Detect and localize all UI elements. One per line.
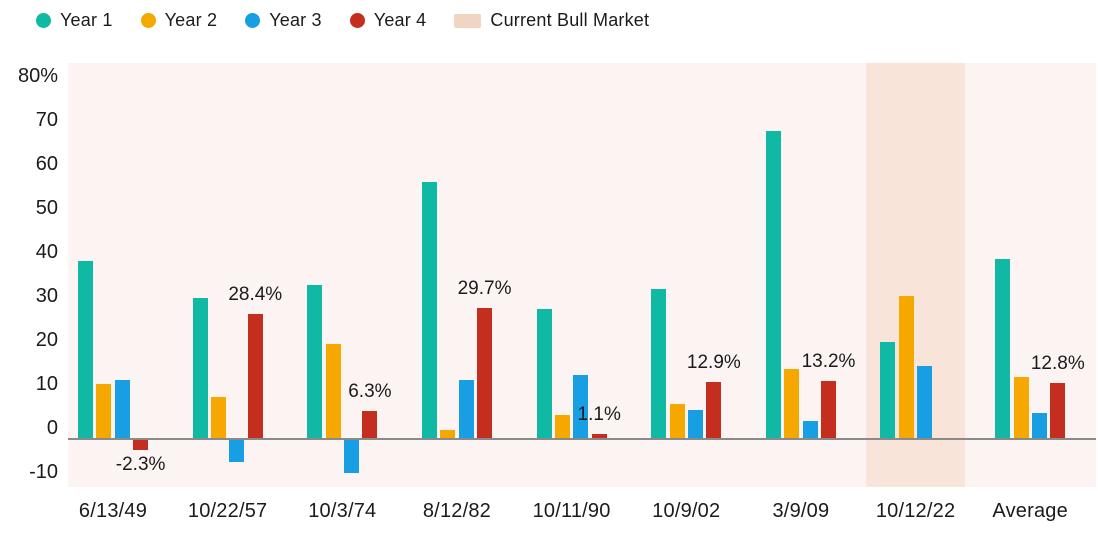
bar-year1-0 [77, 260, 93, 439]
x-tick-6-13-49: 6/13/49 [78, 500, 148, 522]
legend-label: Year 2 [164, 10, 218, 30]
value-label-3: 29.7% [457, 278, 512, 300]
bar-year4-1 [247, 314, 263, 439]
legend-label: Current Bull Market [490, 10, 650, 30]
value-label-0: -2.3% [115, 454, 166, 476]
legend-item-year-1: Year 1 [36, 10, 113, 31]
legend-label: Year 1 [60, 10, 113, 30]
bar-year3-1 [229, 440, 245, 462]
y-tick-40: 40 [35, 241, 58, 263]
bar-year2-4 [554, 414, 570, 439]
x-tick-10-22-57: 10/22/57 [187, 500, 268, 522]
bar-year3-2 [344, 440, 359, 473]
value-label-2: 6.3% [348, 381, 392, 403]
bar-year1-4 [536, 309, 552, 439]
y-tick-80: 80% [17, 65, 58, 87]
bar-year2-0 [96, 384, 112, 439]
y-tick-30: 30 [35, 285, 58, 307]
y-tick-60: 60 [35, 153, 58, 175]
legend-label: Year 4 [373, 10, 427, 30]
bar-year4-5 [706, 382, 722, 439]
value-label-8: 12.8% [1030, 352, 1085, 374]
legend-item-year-3: Year 3 [245, 10, 322, 31]
y-tick-0: 0 [46, 417, 58, 439]
bar-year4-6 [821, 380, 836, 439]
bar-year2-1 [210, 397, 226, 439]
bar-year3-7 [917, 366, 933, 439]
bar-year2-7 [898, 296, 914, 439]
value-label-6: 13.2% [801, 350, 856, 372]
x-tick-8-12-82: 8/12/82 [422, 500, 491, 522]
y-tick-70: 70 [35, 109, 58, 131]
legend-item-year-4: Year 4 [349, 10, 427, 31]
bar-year2-2 [325, 344, 341, 439]
legend-swatch-icon [454, 13, 482, 28]
bar-year3-0 [114, 379, 130, 439]
legend-item-current-bull-market: Current Bull Market [454, 10, 649, 31]
y-tick-20: 20 [35, 329, 58, 351]
bar-year3-5 [687, 410, 703, 439]
value-label-4: 1.1% [577, 404, 621, 426]
bar-year4-3 [477, 308, 493, 439]
value-label-1: 28.4% [228, 284, 283, 306]
bar-year2-3 [440, 430, 456, 439]
legend-dot-icon [349, 13, 365, 28]
legend-dot-icon [245, 13, 261, 28]
bar-year3-6 [802, 421, 818, 439]
bar-year2-5 [669, 403, 685, 439]
bar-year1-7 [880, 342, 896, 439]
y-tick-10: 10 [35, 373, 58, 395]
legend-item-year-2: Year 2 [140, 10, 218, 31]
bar-year2-8 [1013, 377, 1029, 439]
zero-axis-line [68, 438, 1096, 440]
legend-dot-icon [36, 13, 51, 28]
x-tick-10-3-74: 10/3/74 [308, 500, 377, 522]
bar-year1-5 [651, 289, 667, 439]
x-tick-Average: Average [992, 500, 1068, 522]
x-tick-10-11-90: 10/11/90 [532, 500, 611, 522]
x-tick-10-9-02: 10/9/02 [652, 500, 721, 522]
bar-year1-6 [765, 131, 781, 439]
y-tick--10: -10 [29, 461, 58, 483]
x-tick-3-9-09: 3/9/09 [772, 500, 830, 522]
bar-year1-2 [307, 285, 323, 439]
bar-year1-8 [995, 258, 1011, 439]
bar-year3-8 [1031, 412, 1047, 439]
legend-label: Year 3 [269, 10, 322, 30]
value-label-5: 12.9% [686, 352, 741, 374]
bar-year4-2 [362, 411, 378, 439]
bar-year1-3 [421, 181, 437, 439]
bar-year4-0 [133, 440, 149, 451]
legend: Year 1 Year 2 Year 3 Year 4 Current Bull Mar… [36, 10, 649, 31]
legend-dot-icon [140, 13, 156, 28]
x-tick-10-12-22: 10/12/22 [875, 500, 956, 522]
plot-area [68, 63, 1096, 487]
bar-year2-6 [784, 368, 800, 439]
bar-year3-4 [573, 375, 589, 439]
bar-year4-4 [591, 434, 607, 439]
bar-year3-3 [458, 379, 474, 439]
bar-year4-8 [1050, 382, 1066, 439]
y-tick-50: 50 [35, 197, 58, 219]
bar-year1-1 [192, 298, 208, 439]
